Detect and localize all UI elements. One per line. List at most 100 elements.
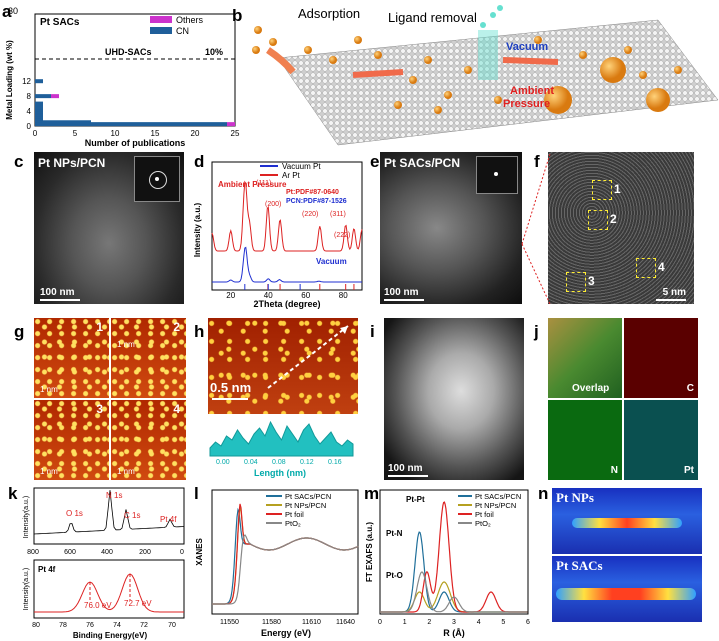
svg-text:11610: 11610: [302, 619, 321, 626]
panel-m-frame: [379, 489, 529, 615]
panel-a-bar-others: [51, 94, 59, 99]
panel-j-c: C: [624, 318, 698, 398]
panel-label-a: a: [2, 2, 12, 21]
svg-text:11550: 11550: [220, 619, 239, 626]
svg-text:70: 70: [168, 622, 176, 629]
panel-d-xlabel: 2Theta (degree): [253, 299, 320, 309]
panel-b-substrate: [277, 19, 719, 146]
svg-text:74: 74: [113, 622, 121, 629]
panel-i-scale: 100 nm: [388, 463, 423, 474]
panel-h-scalebar: [212, 398, 248, 400]
panel-a-ytick-30: 30: [8, 6, 18, 16]
panel-k-ylabel-bottom: Intensity(a.u.): [23, 568, 30, 610]
panel-m-xlabel: R (Å): [443, 628, 465, 638]
panel-h-image: 0.5 nm: [208, 318, 358, 414]
panel-m-legend-item: Pt SACs/PCN: [475, 492, 521, 501]
panel-g-scale: 1 nm: [117, 467, 135, 476]
panel-e-title: Pt SACs/PCN: [384, 156, 461, 170]
panel-c-title: Pt NPs/PCN: [38, 156, 106, 170]
panel-d-legend-ar: Ar Pt: [282, 171, 301, 180]
panel-d-legend-vac: Vacuum Pt: [282, 162, 321, 171]
panel-b-pt-particle: [494, 96, 502, 104]
panel-b-schematic: Adsorption Ligand removal Vacuum Ambient…: [252, 5, 719, 146]
panel-c-scale: 100 nm: [40, 287, 75, 298]
svg-text:72: 72: [140, 622, 148, 629]
panel-d-chart: Vacuum Pt Ar Pt Ambient Pressure Pt:PDF#…: [193, 161, 363, 309]
panel-f-label-3: 3: [588, 274, 595, 288]
panel-d-peak-220: (220): [302, 211, 318, 218]
panel-k-peak-72: 72.7 eV: [124, 599, 152, 608]
svg-text:800: 800: [27, 549, 39, 556]
panel-j-pt: Pt: [624, 400, 698, 480]
panel-b-pt-particle: [354, 36, 362, 44]
panel-g-scale: 1 nm: [40, 385, 58, 394]
panel-a-xtick: 5: [73, 129, 78, 138]
panel-d-xtick: 80: [339, 291, 348, 300]
panel-h-scale: 0.5 nm: [210, 380, 252, 395]
panel-label-d: d: [194, 152, 205, 171]
panel-g-label: 4: [173, 402, 180, 416]
panel-label-i: i: [370, 322, 375, 341]
panel-label-m: m: [364, 484, 380, 503]
svg-text:78: 78: [59, 622, 67, 629]
panel-f-box-1: [592, 180, 612, 200]
panel-label-b: b: [232, 6, 243, 25]
panel-g-label: 1: [96, 320, 103, 334]
panel-l-legend-item: Pt NPs/PCN: [285, 501, 326, 510]
panel-b-pt-particle: [434, 106, 442, 114]
panel-m-legend-item: PtO₂: [475, 519, 491, 528]
panel-g-grid: 1 1 nm 2 1 nm 3 1 nm 4 1 nm: [34, 318, 186, 480]
panel-a-legend-swatch-others: [150, 16, 172, 23]
panel-m-legend-item: Pt foil: [475, 510, 494, 519]
panel-k-top-line: [33, 490, 185, 535]
panel-l-legend-item: Pt SACs/PCN: [285, 492, 331, 501]
panel-b-arrow-3: [502, 57, 559, 65]
panel-d-peak-200: (200): [265, 201, 281, 208]
panel-label-l: l: [194, 484, 199, 503]
svg-text:400: 400: [101, 549, 113, 556]
panel-a-ytick: 8: [27, 92, 32, 101]
svg-text:0: 0: [180, 549, 184, 556]
panel-m-xtick: 2: [427, 619, 431, 626]
panel-b-pt-particle: [424, 56, 432, 64]
panel-b-arrow-1: [266, 47, 296, 75]
panel-n-label-sacs: Pt SACs: [556, 558, 603, 573]
panel-d-xtick: 40: [264, 291, 273, 300]
panel-d-ambient: Ambient Pressure: [218, 180, 287, 189]
panel-n-label-nps: Pt NPs: [556, 490, 594, 505]
panel-j-grid: Overlap C N Pt: [548, 318, 698, 480]
panel-n-sacs-map: Pt SACs: [552, 556, 702, 622]
panel-a-legend-cn: CN: [176, 26, 189, 36]
panel-a-xtick: 20: [191, 129, 200, 138]
panel-k-xlabel: Binding Energy(eV): [73, 631, 148, 640]
panel-b-adsorption: Adsorption: [298, 6, 360, 21]
panel-e-scale: 100 nm: [384, 287, 419, 298]
panel-h-profile: 0.00 0.04 0.08 0.12 0.16 Length (nm): [209, 420, 354, 478]
panel-b-ligand-removal: Ligand removal: [388, 10, 477, 25]
panel-f-label-1: 1: [614, 182, 621, 196]
panel-b-ambient-2: Pressure: [503, 98, 550, 110]
panel-g-cell-2: 2 1 nm: [111, 318, 186, 398]
panel-d-xticks: 20 40 60 80: [226, 291, 348, 300]
panel-d-lines: [211, 180, 363, 290]
panel-a-frame: [34, 13, 236, 127]
panel-j-overlap: Overlap: [548, 318, 622, 398]
panel-g-label: 3: [96, 402, 103, 416]
panel-b-pt-particle: [252, 46, 260, 54]
panel-b-ligand: [490, 12, 496, 18]
panel-d-line-ar: [211, 180, 363, 252]
panel-a-bars: [35, 79, 235, 127]
panel-g-scale: 1 nm: [117, 340, 135, 349]
svg-text:80: 80: [32, 622, 40, 629]
panel-a-bar-cn: [35, 105, 43, 110]
panel-label-n: n: [538, 484, 549, 503]
panel-m-pt-n: Pt-N: [386, 529, 403, 538]
panel-a-bar-cn: [35, 101, 43, 106]
panel-f-label-2: 2: [610, 212, 617, 226]
panel-k-peak-c: C 1s: [124, 511, 140, 520]
panel-c-image: Pt NPs/PCN 100 nm: [34, 152, 184, 304]
panel-b-pt-particle: [269, 38, 277, 46]
panel-a-legend-others: Others: [176, 15, 204, 25]
svg-text:200: 200: [139, 549, 151, 556]
